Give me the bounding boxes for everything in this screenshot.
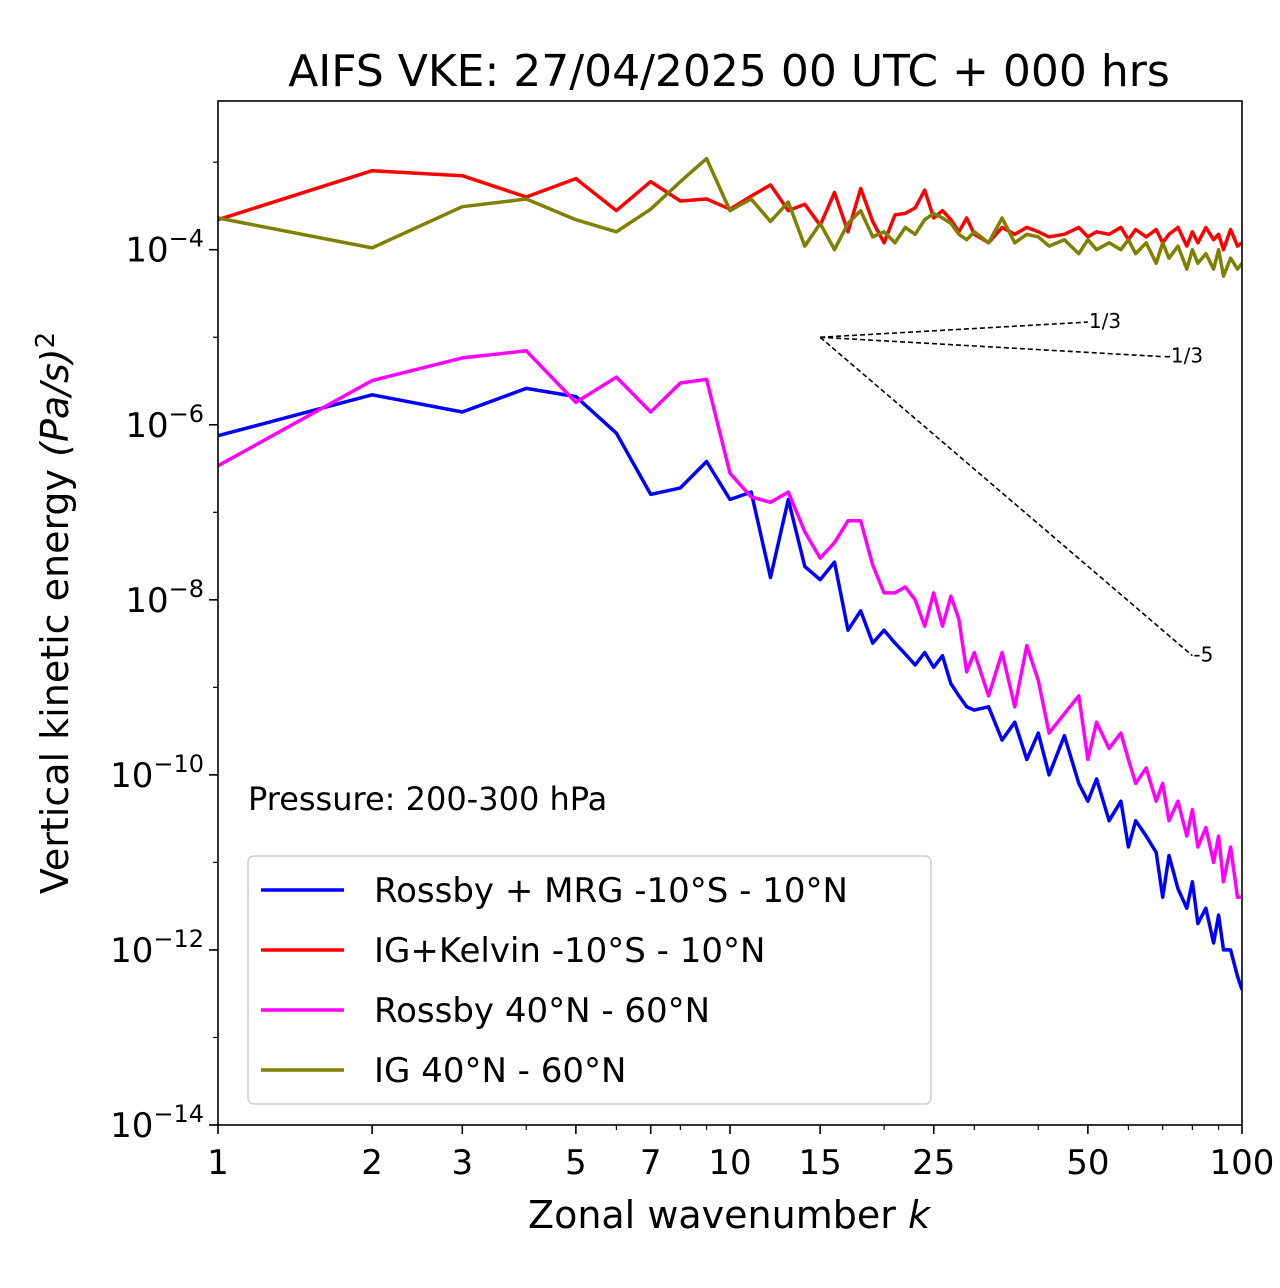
legend-box xyxy=(247,855,932,1105)
x-tick-label: 50 xyxy=(1066,1143,1109,1183)
y-tick-label: 10−12 xyxy=(110,925,204,971)
legend-label-4: IG 40°N - 60°N xyxy=(374,1051,626,1091)
reference-label-1: 1/3 xyxy=(1089,309,1121,333)
reference-line-1 xyxy=(820,321,1088,339)
series-line-4 xyxy=(218,156,1242,278)
legend-label-2: IG+Kelvin -10°S - 10°N xyxy=(374,931,765,971)
y-axis-label: Vertical kinetic energy (Pa/s)2 xyxy=(31,332,77,894)
series-line-3 xyxy=(218,349,1242,899)
pressure-annotation: Pressure: 200-300 hPa xyxy=(248,780,607,818)
y-tick-label: 10−10 xyxy=(110,750,204,796)
y-tick-label: 10−14 xyxy=(110,1100,204,1146)
x-tick-label: 100 xyxy=(1210,1143,1275,1183)
legend: Rossby + MRG -10°S - 10°N IG+Kelvin -10°S… xyxy=(247,855,932,1105)
x-tick-label: 3 xyxy=(451,1143,473,1183)
x-axis-ticks: 1 2 3 5 7 10 15 25 50 100 xyxy=(207,1125,1274,1183)
x-tick-label: 25 xyxy=(912,1143,955,1183)
x-tick-label: 10 xyxy=(708,1143,751,1183)
x-tick-label: 5 xyxy=(565,1143,587,1183)
x-tick-label: 15 xyxy=(799,1143,842,1183)
y-tick-label: 10−8 xyxy=(125,575,204,621)
x-tick-label: 1 xyxy=(207,1143,229,1183)
plot-lines xyxy=(218,156,1242,991)
reference-line-2 xyxy=(820,336,1163,358)
reference-slopes: 1/3 -1/3 -5 xyxy=(819,309,1213,667)
x-axis-label: Zonal wavenumber k xyxy=(528,1193,932,1237)
y-axis-ticks: 10−4 10−6 10−8 10−10 10−12 10−14 xyxy=(110,161,218,1146)
legend-label-1: Rossby + MRG -10°S - 10°N xyxy=(374,871,848,911)
chart-title: AIFS VKE: 27/04/2025 00 UTC + 000 hrs xyxy=(288,46,1170,97)
reference-line-3 xyxy=(819,336,1193,657)
reference-label-2: -1/3 xyxy=(1164,344,1203,368)
y-tick-label: 10−6 xyxy=(125,400,204,446)
legend-label-3: Rossby 40°N - 60°N xyxy=(374,991,710,1031)
y-tick-label: 10−4 xyxy=(125,225,204,271)
reference-label-3: -5 xyxy=(1193,643,1213,667)
x-tick-label: 2 xyxy=(361,1143,383,1183)
series-line-1 xyxy=(218,386,1242,991)
x-tick-label: 7 xyxy=(640,1143,662,1183)
